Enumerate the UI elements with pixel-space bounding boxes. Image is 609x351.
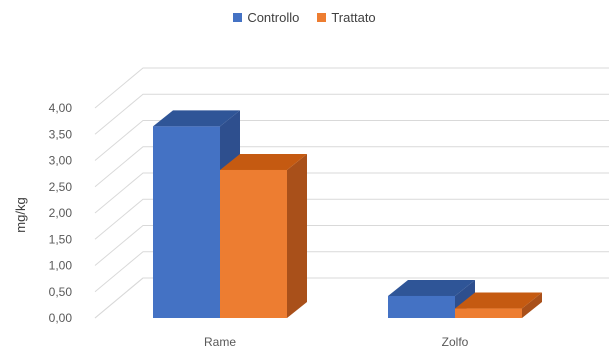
legend-label-controllo: Controllo bbox=[247, 10, 300, 25]
y-tick-label: 2,00 bbox=[49, 206, 73, 220]
y-tick-label: 3,50 bbox=[49, 127, 73, 141]
gridline bbox=[94, 225, 609, 266]
bar-front bbox=[153, 126, 220, 318]
legend-swatch-trattato bbox=[317, 13, 327, 22]
gridlines bbox=[94, 67, 609, 319]
category-label: Zolfo bbox=[442, 335, 469, 349]
legend-item-trattato: Trattato bbox=[317, 10, 376, 25]
bar-side bbox=[522, 292, 542, 318]
y-axis-label: mg/kg bbox=[13, 197, 28, 232]
bar-front bbox=[388, 295, 455, 318]
y-tick-label: 3,00 bbox=[49, 154, 73, 168]
category-label: Rame bbox=[204, 335, 236, 349]
bars bbox=[153, 110, 542, 318]
bar-top bbox=[220, 153, 307, 170]
y-tick-label: 1,50 bbox=[49, 232, 73, 246]
bar-top bbox=[153, 110, 240, 127]
bar-front bbox=[220, 169, 287, 318]
legend-swatch-controllo bbox=[233, 13, 243, 22]
bar-zolfo-trattato bbox=[455, 292, 542, 318]
gridline bbox=[94, 198, 609, 240]
legend-label-trattato: Trattato bbox=[331, 10, 376, 25]
gridline bbox=[94, 172, 609, 214]
category-labels: Rame Zolfo bbox=[204, 335, 469, 349]
gridline bbox=[94, 120, 609, 161]
gridline bbox=[94, 146, 609, 188]
gridline bbox=[94, 251, 609, 293]
legend: Controllo Trattato bbox=[0, 10, 609, 25]
bar-top bbox=[455, 292, 542, 309]
bar-side bbox=[287, 153, 307, 318]
y-tick-label: 0,00 bbox=[49, 311, 73, 325]
bar-rame-trattato bbox=[220, 153, 307, 318]
bar-top bbox=[388, 279, 475, 296]
y-tick-label: 1,00 bbox=[49, 259, 73, 273]
y-tick-label: 0,50 bbox=[49, 285, 73, 299]
y-tick-label: 4,00 bbox=[49, 101, 73, 115]
floor-edge bbox=[94, 277, 144, 319]
bar-front bbox=[455, 308, 522, 318]
y-tick-labels: 0,00 0,50 1,00 1,50 2,00 2,50 3,00 3,50 4,00 bbox=[49, 101, 73, 325]
y-tick-label: 2,50 bbox=[49, 180, 73, 194]
legend-item-controllo: Controllo bbox=[233, 10, 299, 25]
gridline bbox=[94, 67, 609, 109]
gridline bbox=[94, 93, 609, 135]
